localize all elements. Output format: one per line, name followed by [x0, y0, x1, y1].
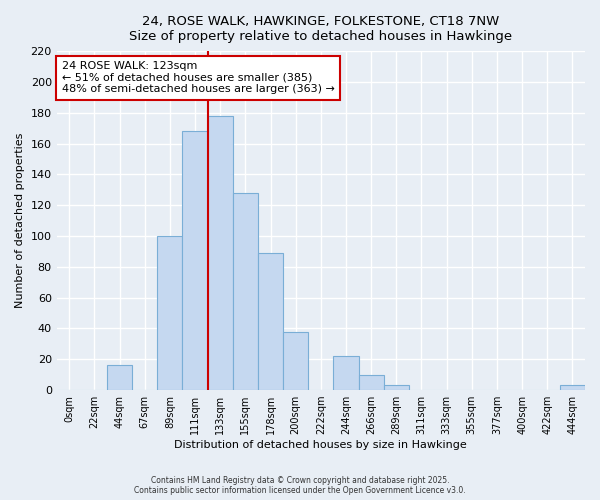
Y-axis label: Number of detached properties: Number of detached properties [15, 133, 25, 308]
Bar [233, 193, 258, 390]
Bar [107, 366, 132, 390]
Text: Contains HM Land Registry data © Crown copyright and database right 2025.
Contai: Contains HM Land Registry data © Crown c… [134, 476, 466, 495]
X-axis label: Distribution of detached houses by size in Hawkinge: Distribution of detached houses by size … [175, 440, 467, 450]
Bar [208, 116, 233, 390]
Bar [157, 236, 182, 390]
Bar [560, 386, 585, 390]
Bar [258, 253, 283, 390]
Bar [182, 131, 208, 390]
Title: 24, ROSE WALK, HAWKINGE, FOLKESTONE, CT18 7NW
Size of property relative to detac: 24, ROSE WALK, HAWKINGE, FOLKESTONE, CT1… [129, 15, 512, 43]
Bar [359, 374, 384, 390]
Bar [334, 356, 359, 390]
Text: 24 ROSE WALK: 123sqm
← 51% of detached houses are smaller (385)
48% of semi-deta: 24 ROSE WALK: 123sqm ← 51% of detached h… [62, 62, 335, 94]
Bar [384, 386, 409, 390]
Bar [283, 332, 308, 390]
